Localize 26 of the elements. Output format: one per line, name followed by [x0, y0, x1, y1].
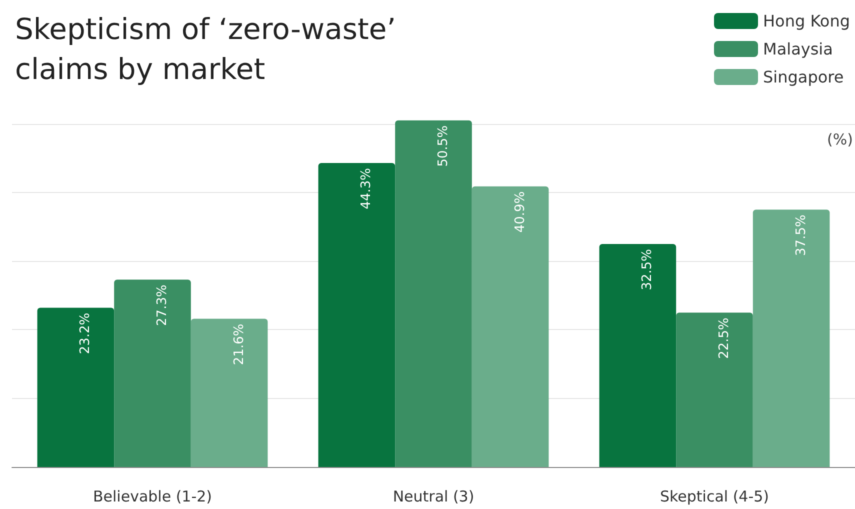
legend-label: Hong Kong	[763, 12, 850, 30]
legend-label: Malaysia	[763, 40, 833, 58]
chart-title: Skepticism of ‘zero-waste’ claims by market	[15, 12, 396, 86]
data-label: 50.5%	[436, 125, 451, 167]
data-label: 21.6%	[232, 324, 247, 366]
data-label: 37.5%	[794, 214, 809, 256]
bar	[599, 244, 676, 467]
bar	[318, 162, 396, 467]
data-label: 27.3%	[155, 284, 170, 326]
x-tick-label: Neutral (3)	[392, 488, 474, 506]
data-label: 32.5%	[640, 248, 656, 290]
data-label: 23.2%	[78, 312, 94, 354]
bar	[114, 280, 191, 467]
bar	[676, 312, 753, 467]
bar	[752, 210, 830, 467]
data-label: 44.3%	[359, 168, 374, 210]
data-label: 22.5%	[717, 318, 732, 359]
bar	[190, 318, 268, 467]
bar	[395, 120, 472, 467]
x-tick-label: Believable (1-2)	[92, 488, 212, 506]
data-label: 40.9%	[512, 191, 528, 233]
x-tick-label: Skeptical (4-5)	[660, 488, 770, 506]
y-axis-title: (%)	[827, 130, 854, 148]
bar	[472, 186, 549, 467]
bar	[37, 308, 114, 467]
legend-label: Singapore	[763, 68, 844, 86]
